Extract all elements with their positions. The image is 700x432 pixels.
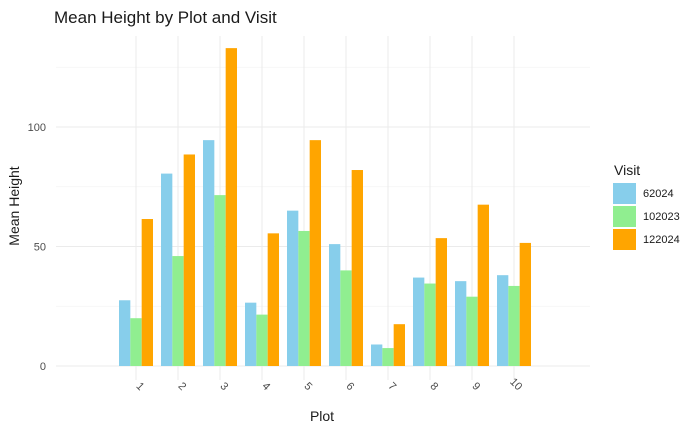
legend-label: 102023 (643, 211, 680, 223)
bar (435, 238, 447, 366)
bar (245, 302, 257, 366)
y-axis: 0 50 100 (28, 122, 46, 373)
x-axis: 1 2 3 4 5 6 7 8 9 10 (134, 376, 525, 393)
y-axis-title: Mean Height (6, 166, 22, 245)
bar (508, 285, 520, 366)
legend: Visit 62024 102023 122024 (613, 162, 680, 250)
x-tick-label: 4 (260, 380, 273, 393)
y-tick-label: 0 (40, 361, 46, 373)
bar (172, 256, 184, 366)
bar (393, 324, 405, 366)
bar (298, 230, 310, 366)
chart-title: Mean Height by Plot and Visit (54, 8, 277, 27)
bar (329, 244, 341, 366)
x-tick-label: 8 (428, 380, 441, 393)
bar (183, 154, 195, 366)
x-tick-label: 3 (218, 380, 231, 393)
x-tick-label: 1 (134, 380, 147, 393)
y-tick-label: 100 (28, 122, 46, 134)
bar (214, 195, 226, 366)
bar (256, 314, 268, 366)
bar (141, 219, 153, 366)
bar (424, 283, 436, 366)
bar (309, 140, 321, 366)
bar (455, 281, 467, 366)
x-axis-title: Plot (310, 408, 334, 424)
bar (340, 270, 352, 366)
bar (382, 348, 394, 366)
bar (267, 233, 279, 366)
legend-key (613, 183, 636, 204)
bar (497, 275, 509, 366)
bar (413, 277, 425, 366)
bar (519, 242, 531, 366)
legend-key (613, 206, 636, 227)
x-tick-label: 10 (507, 376, 524, 393)
bar (477, 204, 489, 366)
bar (351, 170, 363, 366)
x-tick-label: 6 (344, 380, 357, 393)
bar (130, 318, 142, 366)
bar (225, 48, 237, 366)
bar (287, 210, 299, 366)
bar (203, 140, 215, 366)
bar (119, 300, 131, 366)
legend-label: 62024 (643, 188, 674, 200)
bar (466, 296, 478, 366)
legend-key (613, 229, 636, 250)
x-tick-label: 2 (176, 380, 189, 393)
x-tick-label: 5 (302, 380, 315, 393)
x-tick-label: 9 (470, 380, 483, 393)
bar (371, 344, 383, 366)
legend-title: Visit (614, 162, 640, 178)
y-tick-label: 50 (34, 242, 46, 254)
bar (161, 173, 173, 366)
bars (119, 48, 531, 366)
legend-label: 122024 (643, 234, 680, 246)
x-tick-label: 7 (386, 380, 399, 393)
